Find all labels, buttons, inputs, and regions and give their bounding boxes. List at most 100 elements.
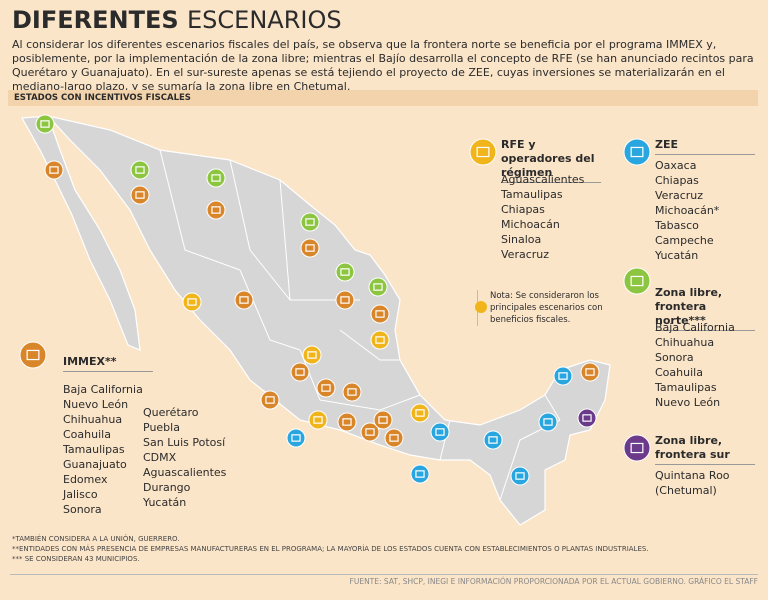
icon-glyph bbox=[313, 416, 323, 424]
legend-item: Aguascalientes bbox=[143, 466, 227, 479]
icon-glyph bbox=[295, 368, 305, 376]
legend-item: Tamaulipas bbox=[655, 381, 717, 394]
icon-zona-norte bbox=[623, 267, 651, 295]
footnote: *TAMBIÉN CONSIDERA A LA UNIÓN, GUERRERO. bbox=[12, 535, 180, 543]
legend-icon bbox=[623, 267, 651, 295]
legend-item: Baja California bbox=[655, 321, 735, 334]
title-bold: DIFERENTES bbox=[12, 6, 179, 34]
icon-glyph bbox=[347, 388, 357, 396]
legend-item: Coahuila bbox=[63, 428, 111, 441]
legend-item: Chiapas bbox=[501, 203, 545, 216]
legend-item: Guanajuato bbox=[63, 458, 127, 471]
footnote: **ENTIDADES CON MÁS PRESENCIA DE EMPRESA… bbox=[12, 545, 649, 553]
legend-item: Nuevo León bbox=[655, 396, 721, 409]
icon-glyph bbox=[307, 351, 317, 359]
legend-item: Durango bbox=[143, 481, 191, 494]
icon-glyph bbox=[239, 296, 249, 304]
note: Nota: Se consideraron los principales es… bbox=[477, 290, 608, 326]
legend-title: RFE y operadores del régimen bbox=[501, 138, 601, 183]
legend-item: Aguascalientes bbox=[501, 173, 585, 186]
icon-glyph bbox=[305, 244, 315, 252]
icon-zee bbox=[623, 138, 651, 166]
legend-item: Chihuahua bbox=[63, 413, 123, 426]
legend-item: Sinaloa bbox=[501, 233, 542, 246]
icon-immex bbox=[335, 290, 355, 310]
icon-glyph bbox=[515, 472, 525, 480]
legend-title: Zona libre, frontera sur bbox=[655, 434, 755, 465]
mainland bbox=[46, 114, 611, 526]
icon-immex bbox=[290, 362, 310, 382]
icon-immex bbox=[316, 378, 336, 398]
icon-glyph bbox=[630, 146, 644, 158]
legend-item: Jalisco bbox=[63, 488, 98, 501]
icon-immex bbox=[370, 304, 390, 324]
icon-immex bbox=[337, 412, 357, 432]
legend-item: Nuevo León bbox=[63, 398, 129, 411]
icon-glyph bbox=[558, 372, 568, 380]
icon-glyph bbox=[135, 191, 145, 199]
icon-immex bbox=[19, 341, 47, 369]
icon-immex bbox=[130, 185, 150, 205]
legend-item: Tamaulipas bbox=[501, 188, 563, 201]
icon-rfe bbox=[182, 292, 202, 312]
legend-item: Querétaro bbox=[143, 406, 199, 419]
icon-glyph bbox=[291, 434, 301, 442]
icon-glyph bbox=[582, 414, 592, 422]
legend-item: Quintana Roo bbox=[655, 469, 730, 482]
legend-title: IMMEX** bbox=[63, 355, 153, 372]
icon-zee bbox=[286, 428, 306, 448]
icon-glyph bbox=[435, 428, 445, 436]
section-label: ESTADOS CON INCENTIVOS FISCALES bbox=[8, 90, 758, 106]
icon-glyph bbox=[342, 418, 352, 426]
icon-glyph bbox=[415, 470, 425, 478]
legend-icon bbox=[469, 138, 497, 166]
legend-item: Campeche bbox=[655, 234, 714, 247]
icon-rfe bbox=[302, 345, 322, 365]
icon-glyph bbox=[375, 336, 385, 344]
note-icon-circle bbox=[475, 301, 487, 313]
icon-glyph bbox=[187, 298, 197, 306]
icon-zee bbox=[483, 430, 503, 450]
source: FUENTE: SAT, SHCP, INEGI E INFORMACIÓN P… bbox=[10, 574, 758, 586]
icon-zee bbox=[410, 464, 430, 484]
icon-immex bbox=[44, 160, 64, 180]
icon-glyph bbox=[476, 146, 490, 158]
legend-icon bbox=[19, 341, 47, 369]
legend-item: (Chetumal) bbox=[655, 484, 717, 497]
footnotes: *TAMBIÉN CONSIDERA A LA UNIÓN, GUERRERO.… bbox=[12, 534, 649, 564]
legend-item: Chiapas bbox=[655, 174, 699, 187]
icon-zona-norte bbox=[206, 168, 226, 188]
icon-glyph bbox=[488, 436, 498, 444]
legend-item: Coahuila bbox=[655, 366, 703, 379]
icon-zona-norte bbox=[335, 262, 355, 282]
legend-item: Michoacán* bbox=[655, 204, 720, 217]
legend-item: Sonora bbox=[655, 351, 694, 364]
icon-glyph bbox=[373, 283, 383, 291]
icon-immex bbox=[206, 200, 226, 220]
legend-item: Baja California bbox=[63, 383, 143, 396]
note-icon bbox=[475, 301, 487, 313]
icon-glyph bbox=[375, 310, 385, 318]
legend-item: Veracruz bbox=[655, 189, 704, 202]
icon-zee bbox=[510, 466, 530, 486]
icon-glyph bbox=[321, 384, 331, 392]
legend-icon bbox=[623, 138, 651, 166]
icon-glyph bbox=[40, 120, 50, 128]
icon-immex bbox=[384, 428, 404, 448]
icon-rfe bbox=[370, 330, 390, 350]
icon-glyph bbox=[630, 442, 644, 454]
icon-zona-norte bbox=[368, 277, 388, 297]
icon-glyph bbox=[265, 396, 275, 404]
legend-item: Michoacán bbox=[501, 218, 560, 231]
icon-zona-norte bbox=[130, 160, 150, 180]
icon-glyph bbox=[543, 418, 553, 426]
legend-item: Veracruz bbox=[501, 248, 550, 261]
icon-glyph bbox=[49, 166, 59, 174]
legend-item: CDMX bbox=[143, 451, 177, 464]
icon-glyph bbox=[630, 275, 644, 287]
icon-zee bbox=[553, 366, 573, 386]
legend-title: ZEE bbox=[655, 138, 755, 155]
legend-item: Puebla bbox=[143, 421, 180, 434]
icon-glyph bbox=[211, 206, 221, 214]
